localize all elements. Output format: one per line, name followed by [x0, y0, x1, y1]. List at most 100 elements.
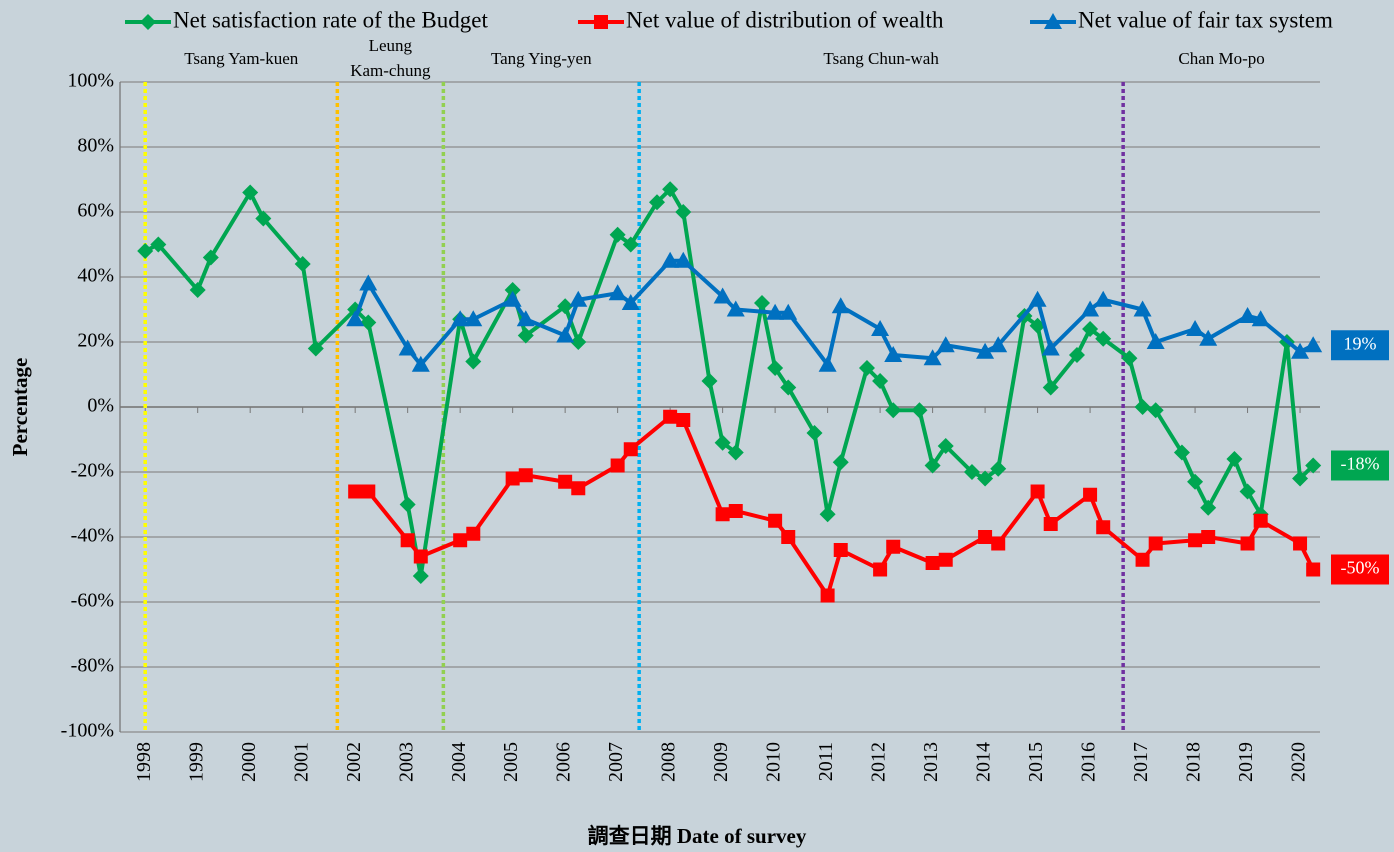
square-marker: [728, 504, 743, 518]
square-marker: [991, 536, 1006, 551]
square-marker: [594, 15, 608, 29]
end-label-box: [1331, 554, 1389, 585]
triangle-marker: [464, 310, 483, 327]
y-tick-label: -40%: [71, 525, 114, 547]
square-marker: [768, 513, 783, 528]
diamond-marker: [360, 314, 377, 331]
diamond-marker: [137, 243, 154, 259]
y-axis-title: Percentage: [8, 358, 32, 457]
diamond-marker: [714, 434, 731, 451]
diamond-marker: [963, 464, 980, 480]
square-marker: [348, 484, 363, 499]
diamond-marker: [189, 282, 206, 298]
triangle-marker: [1094, 290, 1113, 307]
triangle-marker: [726, 300, 745, 317]
square-marker: [361, 484, 376, 499]
triangle-marker: [503, 290, 522, 307]
square-marker: [453, 533, 468, 548]
square-marker: [1253, 513, 1268, 528]
triangle-marker: [1251, 310, 1270, 327]
end-label-box: [1331, 450, 1389, 481]
square-marker: [623, 442, 638, 457]
diamond-marker: [649, 194, 666, 211]
x-tick-label: 2020: [1288, 742, 1310, 782]
legend-label: Net satisfaction rate of the Budget: [173, 7, 488, 32]
triangle-marker: [976, 342, 995, 359]
end-label: 19%: [1344, 333, 1377, 353]
x-tick-label: 2014: [973, 742, 995, 782]
diamond-marker: [819, 506, 836, 523]
y-tick-label: -20%: [71, 460, 114, 482]
legend-label: Net value of fair tax system: [1078, 7, 1333, 32]
diamond-marker: [675, 204, 692, 220]
legend-label: Net value of distribution of wealth: [626, 7, 944, 32]
diamond-marker: [622, 236, 639, 253]
triangle-marker: [818, 355, 837, 372]
triangle-marker: [766, 303, 785, 320]
diamond-marker: [1187, 473, 1204, 490]
y-tick-label: 80%: [77, 135, 114, 157]
diamond-marker: [202, 249, 219, 266]
diamond-marker: [885, 402, 902, 419]
diamond-marker: [662, 181, 679, 198]
annotation-label: Chan Mo-po: [1178, 49, 1264, 68]
diamond-marker: [767, 360, 784, 376]
triangle-marker: [608, 284, 627, 301]
triangle-marker: [674, 251, 693, 268]
end-label: -18%: [1341, 454, 1380, 474]
triangle-marker: [936, 336, 955, 353]
triangle-marker: [884, 346, 903, 362]
square-marker: [663, 409, 678, 424]
diamond-marker: [1305, 457, 1322, 474]
triangle-marker: [1238, 307, 1257, 323]
annotation-label: Tang Ying-yen: [491, 49, 592, 68]
x-tick-label: 1998: [133, 742, 155, 782]
diamond-marker: [727, 444, 744, 461]
diamond-marker: [806, 425, 823, 441]
diamond-marker: [140, 14, 156, 30]
diamond-marker: [412, 568, 429, 584]
diamond-marker: [1121, 350, 1138, 367]
square-marker: [1030, 484, 1045, 499]
triangle-marker: [1291, 342, 1310, 359]
diamond-marker: [570, 334, 587, 350]
diamond-marker: [701, 373, 718, 389]
triangle-marker: [779, 303, 798, 320]
diamond-marker: [753, 295, 770, 311]
x-tick-label: 2016: [1078, 742, 1100, 782]
triangle-marker: [516, 310, 535, 327]
diamond-marker: [1147, 402, 1164, 419]
triangle-marker: [1146, 333, 1165, 349]
x-tick-label: 2005: [500, 742, 522, 782]
end-label: -50%: [1341, 558, 1380, 578]
x-tick-label: 2019: [1235, 742, 1257, 782]
y-tick-label: -100%: [61, 720, 114, 742]
square-marker: [873, 562, 888, 577]
triangle-marker: [1186, 320, 1205, 336]
diamond-marker: [255, 210, 272, 227]
annotation-line: Leung: [369, 36, 413, 55]
triangle-marker: [661, 251, 680, 268]
diamond-marker: [504, 282, 521, 298]
x-tick-label: 2000: [238, 742, 260, 782]
x-tick-label: 2003: [395, 742, 417, 782]
triangle-marker: [621, 294, 640, 310]
square-marker: [820, 588, 835, 603]
diamond-marker: [1042, 379, 1059, 396]
y-tick-label: 60%: [77, 200, 114, 222]
x-tick-label: 2001: [290, 742, 312, 782]
annotation-line: Kam-chung: [350, 61, 431, 80]
square-marker: [1043, 517, 1058, 531]
triangle-marker: [1081, 300, 1100, 317]
x-axis-title: 調查日期 Date of survey: [588, 824, 807, 848]
square-marker: [558, 474, 573, 489]
x-tick-label: 2011: [815, 742, 837, 781]
x-tick-label: 2017: [1130, 742, 1152, 782]
square-marker: [886, 539, 901, 554]
diamond-marker: [872, 373, 889, 389]
y-tick-label: 100%: [67, 70, 114, 92]
triangle-marker: [1199, 329, 1218, 346]
end-label-box: [1331, 330, 1389, 361]
